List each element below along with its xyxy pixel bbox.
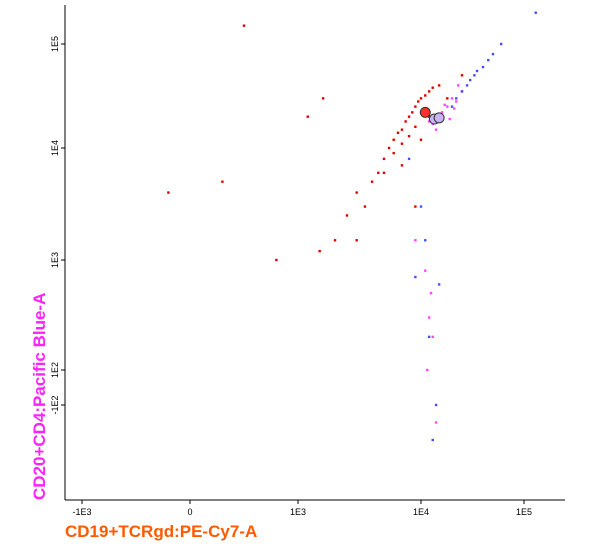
event-dot xyxy=(431,86,434,89)
event-dot xyxy=(400,164,404,167)
x-tick-label: 1E5 xyxy=(516,507,532,517)
event-dot xyxy=(491,52,495,56)
event-dot xyxy=(242,24,246,27)
event-dot xyxy=(460,90,464,93)
event-dot xyxy=(465,84,469,87)
event-dot xyxy=(414,105,417,108)
y-axis-title: CD20+CD4:Pacific Blue-A xyxy=(30,293,49,500)
event-dot xyxy=(431,438,434,442)
event-dot xyxy=(414,125,417,128)
event-dot xyxy=(468,78,472,82)
population-marker xyxy=(433,112,445,124)
event-dot xyxy=(431,335,434,339)
x-tick-label: 1E3 xyxy=(290,507,306,517)
y-tick-label: 1E3 xyxy=(50,252,60,268)
event-dot xyxy=(355,191,358,194)
event-dot xyxy=(321,97,325,100)
x-tick-label: -1E3 xyxy=(72,507,91,517)
event-dot xyxy=(417,100,420,103)
event-dot xyxy=(355,239,358,242)
event-dot xyxy=(407,115,411,118)
event-dot xyxy=(167,191,170,194)
event-dot xyxy=(414,205,417,208)
event-dot xyxy=(345,214,349,217)
event-dot xyxy=(221,180,224,183)
event-dot xyxy=(377,171,380,175)
event-dot xyxy=(460,74,464,77)
event-dot xyxy=(427,120,431,123)
event-dot xyxy=(473,74,476,77)
event-dot xyxy=(429,291,433,295)
event-dot xyxy=(446,105,449,108)
event-dot xyxy=(387,146,391,150)
event-dot xyxy=(427,335,431,339)
y-tick-label: 1E4 xyxy=(50,140,60,156)
event-dot xyxy=(407,134,411,138)
event-dot xyxy=(450,105,454,108)
event-dot xyxy=(424,269,427,272)
event-dot xyxy=(407,157,411,161)
event-dot xyxy=(426,368,429,372)
event-dot xyxy=(370,180,374,183)
event-dot xyxy=(404,120,407,123)
x-axis-title: CD19+TCRgd:PE-Cy7-A xyxy=(65,522,257,541)
x-tick-label: 0 xyxy=(187,507,192,517)
event-dot xyxy=(306,115,309,118)
event-dot xyxy=(481,65,485,69)
y-tick-label: 1E2 xyxy=(50,362,60,378)
event-dot xyxy=(450,97,454,100)
event-dot xyxy=(443,103,446,107)
event-dot xyxy=(437,84,441,87)
event-dot xyxy=(427,316,431,319)
event-dot xyxy=(440,111,444,114)
event-dot xyxy=(411,111,414,114)
event-dot xyxy=(434,128,438,131)
event-dot xyxy=(275,258,278,262)
event-dot xyxy=(318,249,321,253)
event-dot xyxy=(396,131,400,135)
event-dot xyxy=(382,171,386,175)
event-dot xyxy=(424,94,427,97)
event-dot xyxy=(452,107,456,110)
event-dot xyxy=(434,403,438,407)
event-dot xyxy=(534,11,537,14)
event-dot xyxy=(419,205,423,208)
event-dot xyxy=(448,117,451,121)
event-dot xyxy=(392,138,395,141)
event-dot xyxy=(457,84,460,87)
event-dot xyxy=(400,142,404,145)
x-tick-label: 1E4 xyxy=(413,507,429,517)
event-dot xyxy=(427,115,431,118)
event-dot xyxy=(455,97,458,100)
event-dot xyxy=(414,275,417,279)
event-dot xyxy=(363,205,367,208)
event-dot xyxy=(437,283,441,286)
event-dot xyxy=(427,90,431,93)
event-dot xyxy=(392,151,395,155)
event-dot xyxy=(475,69,479,73)
event-dot xyxy=(487,58,490,62)
event-dot xyxy=(419,97,423,100)
y-tick-label: 1E5 xyxy=(50,36,60,52)
population-marker xyxy=(419,106,431,118)
event-dot xyxy=(419,138,423,141)
y-tick-label: -1E2 xyxy=(50,395,60,414)
event-dot xyxy=(333,239,337,242)
event-dot xyxy=(455,100,458,103)
event-dot xyxy=(424,239,427,242)
event-dot xyxy=(414,239,417,242)
event-dot xyxy=(499,42,503,46)
event-dot xyxy=(434,421,438,424)
event-dot xyxy=(446,97,449,100)
event-dot xyxy=(400,128,404,131)
event-dot xyxy=(382,157,386,161)
